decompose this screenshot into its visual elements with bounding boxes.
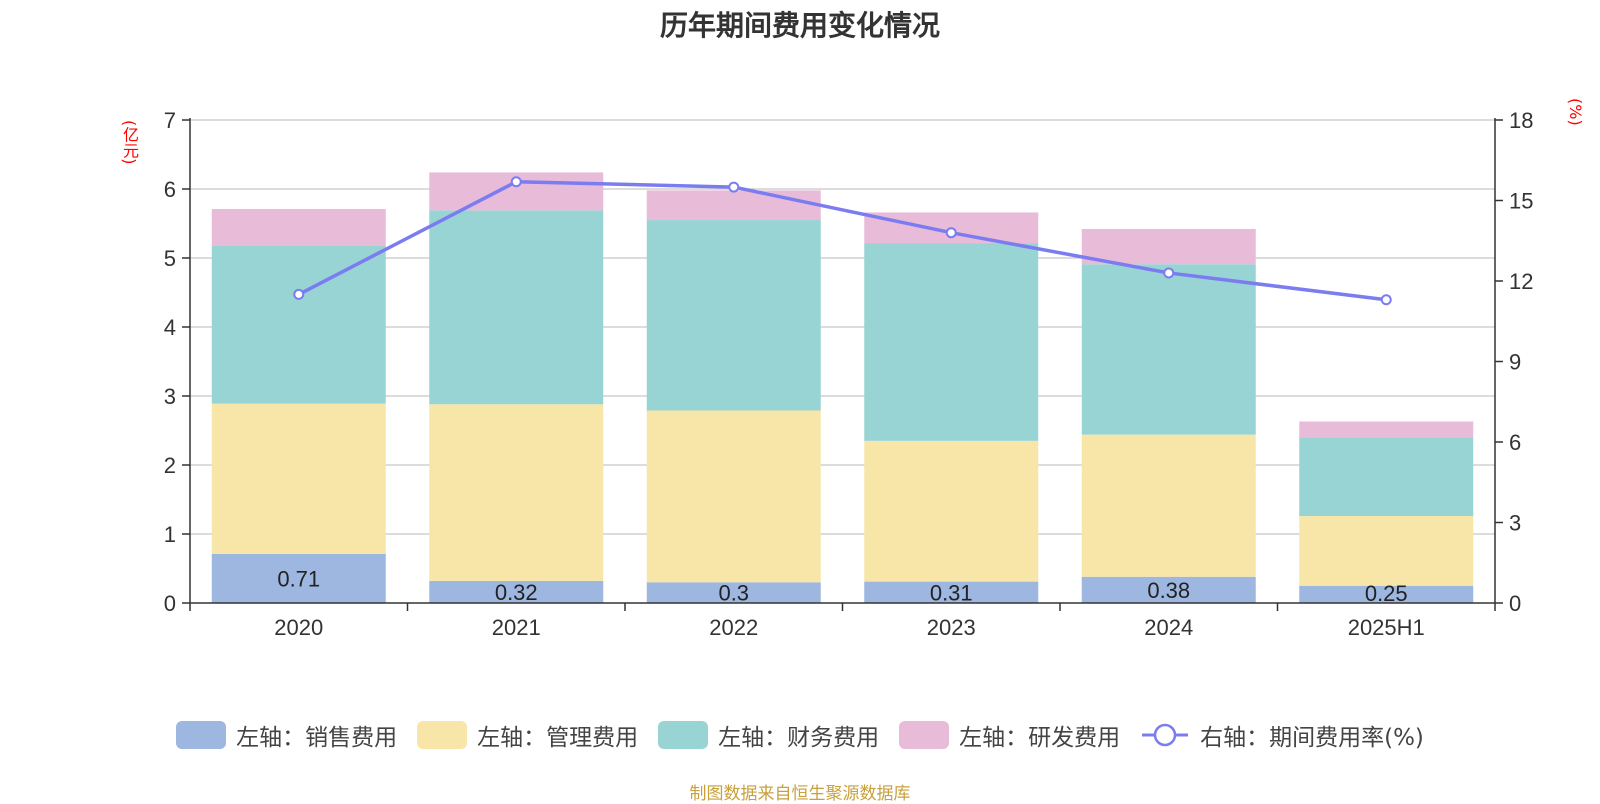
legend-item-rd[interactable]: 左轴：研发费用: [899, 718, 1120, 752]
legend: 左轴：销售费用 左轴：管理费用 左轴：财务费用 左轴：研发费用 右轴：期间费用率…: [0, 718, 1600, 752]
rate-point: [1380, 294, 1392, 306]
legend-swatch-sales: [176, 721, 227, 749]
data-label-sales: 0.38: [1147, 578, 1190, 603]
bar-rd-2022: [646, 190, 821, 221]
rate-point: [510, 176, 522, 188]
legend-label-rd: 左轴：研发费用: [959, 725, 1121, 751]
bar-sales-2020: [211, 554, 386, 603]
legend-label-sales: 左轴：销售费用: [236, 725, 398, 751]
data-label-sales: 0.31: [930, 580, 973, 605]
legend-item-sales[interactable]: 左轴：销售费用: [176, 718, 397, 752]
bar-rd-2024: [1081, 229, 1256, 265]
right-axis-unit: (%): [1566, 98, 1585, 126]
source-note: 制图数据来自恒生聚源数据库: [689, 784, 911, 804]
bar-sales-2021: [429, 580, 604, 603]
legend-label-rate: 右轴：期间费用率(%): [1200, 725, 1424, 751]
bar-admin-2023: [864, 440, 1039, 582]
left-tick-label: 7: [164, 108, 176, 133]
bar-sales-2025H1: [1299, 585, 1474, 603]
right-tick-label: 9: [1509, 350, 1521, 375]
left-tick-label: 0: [164, 591, 176, 616]
bar-admin-2021: [429, 404, 604, 581]
x-tick-label: 2023: [927, 615, 976, 640]
bar-sales-2023: [864, 581, 1039, 603]
rate-point: [945, 227, 957, 239]
bar-admin-2024: [1081, 434, 1256, 577]
bar-rd-2020: [211, 209, 386, 246]
bar-admin-2022: [646, 410, 821, 583]
left-tick-label: 3: [164, 384, 176, 409]
data-label-sales: 0.3: [718, 581, 749, 606]
rate-line: [297, 179, 1387, 302]
rate-point: [728, 181, 740, 193]
bar-finance-2021: [429, 210, 604, 405]
bar-admin-2025H1: [1299, 516, 1474, 586]
data-label-sales: 0.32: [495, 580, 538, 605]
data-label-sales: 0.71: [277, 567, 320, 592]
left-tick-label: 4: [164, 315, 176, 340]
x-tick-label: 2022: [709, 615, 758, 640]
legend-item-admin[interactable]: 左轴：管理费用: [417, 718, 638, 752]
bar-sales-2022: [646, 582, 821, 603]
legend-swatch-admin: [417, 721, 468, 749]
bar-finance-2025H1: [1299, 437, 1474, 517]
left-tick-label: 1: [164, 522, 176, 547]
bar-finance-2024: [1081, 264, 1256, 435]
data-label-sales: 0.25: [1365, 581, 1408, 606]
legend-label-finance: 左轴：财务费用: [718, 725, 880, 751]
right-tick-label: 0: [1509, 591, 1521, 616]
left-axis-unit: (亿元): [120, 120, 139, 165]
x-tick-label: 2025H1: [1348, 615, 1425, 640]
bar-admin-2020: [211, 403, 386, 555]
legend-label-admin: 左轴：管理费用: [477, 725, 639, 751]
x-tick-label: 2021: [492, 615, 541, 640]
legend-swatch-finance: [658, 721, 709, 749]
x-tick-label: 2024: [1144, 615, 1193, 640]
right-tick-label: 18: [1509, 108, 1533, 133]
bar-rd-2025H1: [1299, 421, 1474, 438]
bar-finance-2023: [864, 243, 1039, 441]
left-tick-label: 2: [164, 453, 176, 478]
right-tick-label: 15: [1509, 189, 1533, 214]
chart-title: 历年期间费用变化情况: [659, 9, 940, 42]
right-tick-label: 3: [1509, 511, 1521, 536]
x-tick-label: 2020: [274, 615, 323, 640]
legend-item-rate[interactable]: 右轴：期间费用率(%): [1140, 718, 1424, 752]
right-tick-label: 6: [1509, 430, 1521, 455]
bar-finance-2022: [646, 220, 821, 411]
legend-item-finance[interactable]: 左轴：财务费用: [658, 718, 879, 752]
left-tick-label: 6: [164, 177, 176, 202]
bar-finance-2020: [211, 245, 386, 404]
rate-point: [1163, 267, 1175, 279]
right-tick-label: 12: [1509, 269, 1533, 294]
rate-point: [293, 288, 305, 300]
left-tick-label: 5: [164, 246, 176, 271]
bar-sales-2024: [1081, 576, 1256, 603]
legend-line-marker-icon: [1142, 723, 1189, 747]
legend-swatch-rd: [899, 721, 950, 749]
